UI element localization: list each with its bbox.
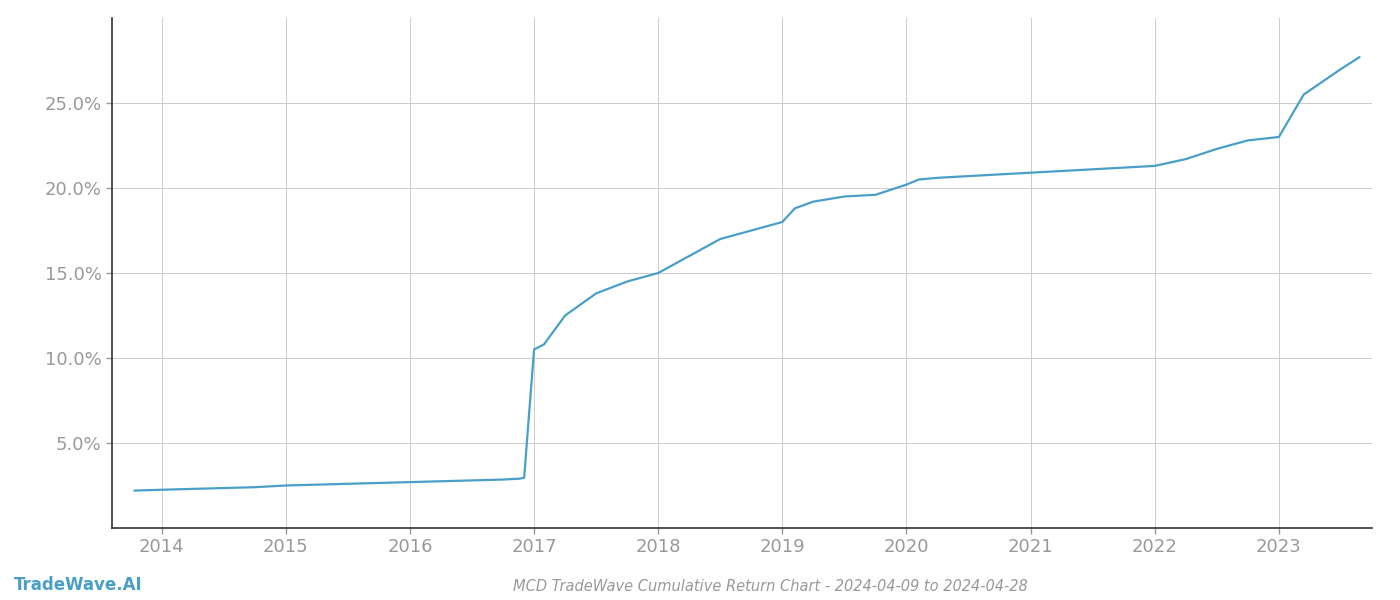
Text: TradeWave.AI: TradeWave.AI bbox=[14, 576, 143, 594]
Text: MCD TradeWave Cumulative Return Chart - 2024-04-09 to 2024-04-28: MCD TradeWave Cumulative Return Chart - … bbox=[512, 579, 1028, 594]
